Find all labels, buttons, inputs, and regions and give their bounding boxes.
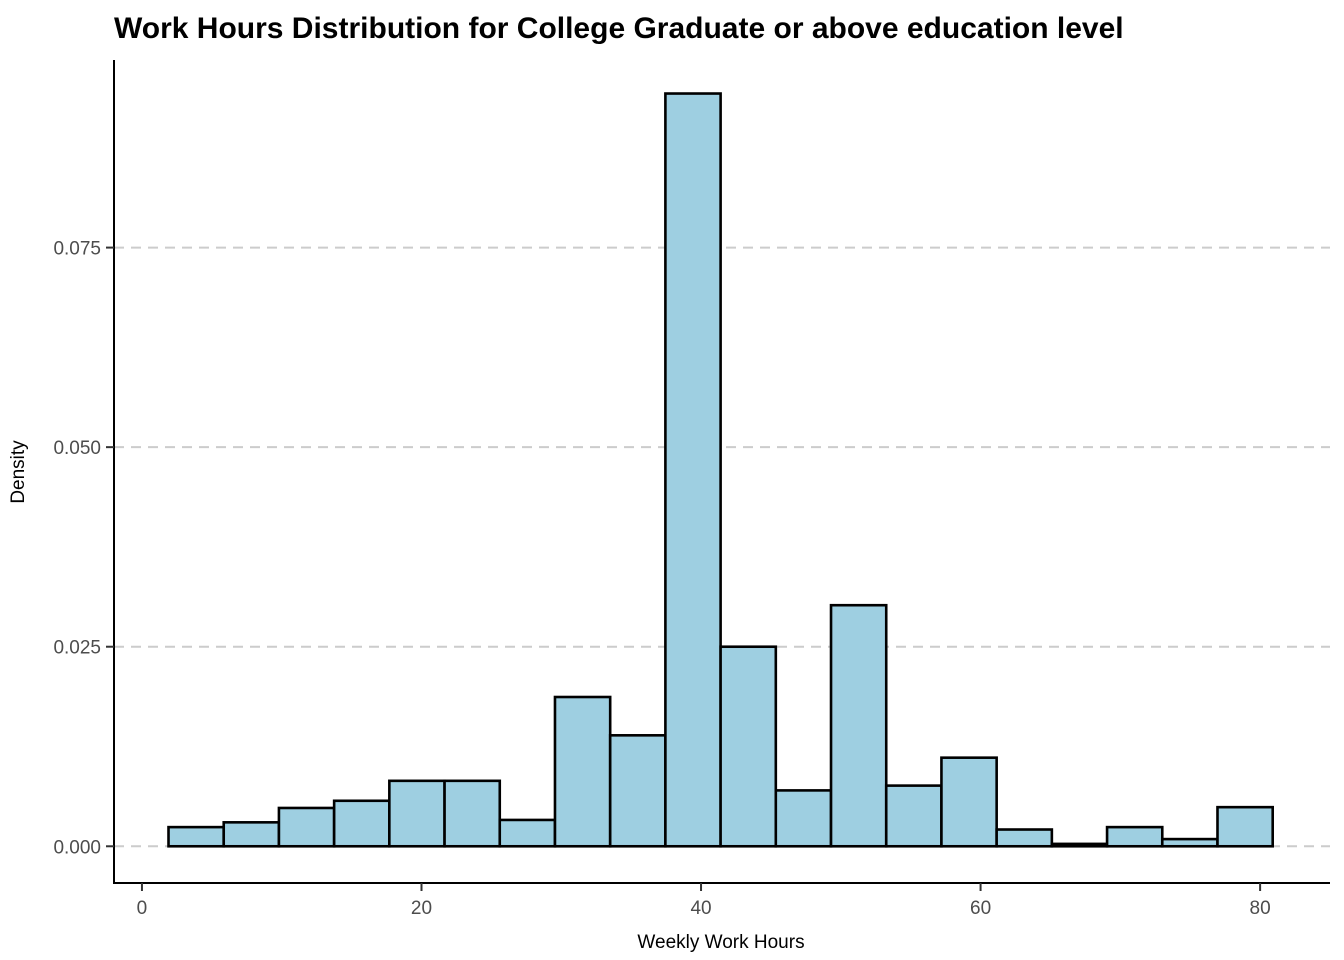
x-tick-label: 60 <box>970 898 991 919</box>
y-axis-ticks: 0.000 0.025 0.050 0.075 <box>53 239 114 858</box>
y-tick-label: 0.000 <box>53 837 101 858</box>
histogram-bar <box>1216 805 1274 848</box>
axes <box>113 60 1330 884</box>
histogram-bar <box>1050 842 1109 848</box>
histogram-bar <box>719 645 778 848</box>
y-axis-title: Density <box>8 440 29 504</box>
y-tick-label: 0.075 <box>53 239 101 260</box>
histogram-bar <box>443 779 502 848</box>
histogram-bar <box>332 799 391 848</box>
histogram-bar <box>222 821 281 848</box>
histogram-bar <box>388 779 446 848</box>
histogram-bar <box>1105 825 1164 848</box>
histogram-bar <box>553 695 612 848</box>
y-tick-label: 0.025 <box>53 638 101 659</box>
histogram-bar <box>277 806 336 848</box>
histogram-bar <box>1160 837 1219 848</box>
histogram-bars <box>167 92 1274 848</box>
histogram-bar <box>664 92 722 848</box>
histogram-bar <box>774 789 833 848</box>
x-tick-label: 80 <box>1250 898 1271 919</box>
x-tick-label: 40 <box>690 898 711 919</box>
x-tick-label: 20 <box>411 898 432 919</box>
histogram-bar <box>498 818 557 848</box>
histogram-bar <box>884 784 943 848</box>
histogram-bar <box>608 734 667 848</box>
histogram-bar <box>995 828 1054 848</box>
x-axis-ticks: 0 20 40 60 80 <box>137 883 1271 919</box>
histogram-bar <box>167 825 226 848</box>
x-tick-label: 0 <box>137 898 148 919</box>
y-tick-label: 0.050 <box>53 438 101 459</box>
chart-title: Work Hours Distribution for College Grad… <box>114 12 1124 45</box>
x-axis-title: Weekly Work Hours <box>637 932 804 953</box>
histogram-bar <box>940 756 998 848</box>
histogram-bar <box>829 603 888 848</box>
